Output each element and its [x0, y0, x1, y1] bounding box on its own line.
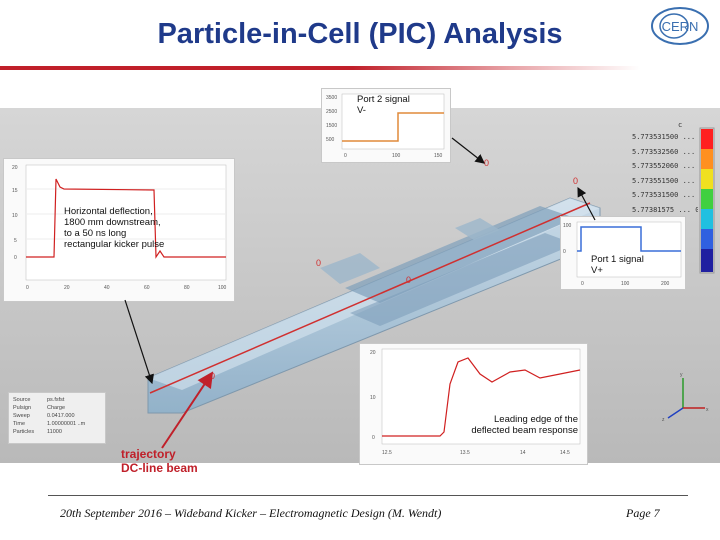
trajectory-label: trajectory DC-line beam [121, 447, 198, 475]
svg-text:100: 100 [621, 281, 630, 287]
slide-title: Particle-in-Cell (PIC) Analysis [157, 18, 563, 50]
svg-text:0: 0 [563, 249, 566, 255]
svg-text:14: 14 [520, 450, 526, 456]
port2-trace [342, 112, 444, 142]
leading-edge-plot: 20 10 0 12.5 13.5 14 14.5 [359, 343, 588, 465]
svg-text:0: 0 [344, 153, 347, 159]
deflection-plot: 20 15 10 5 0 0 20 40 60 80 100 [3, 158, 235, 302]
svg-text:5: 5 [14, 238, 17, 244]
svg-text:13.5: 13.5 [460, 450, 470, 456]
svg-text:20: 20 [12, 165, 18, 171]
svg-text:80: 80 [184, 285, 190, 291]
legend-row: 5.773552060 ... 0.1 [632, 162, 698, 170]
info-row: Source ps.fsfst [13, 397, 65, 403]
port1-signal-plot: 100 0 0 100 200 [560, 216, 686, 290]
svg-text:200: 200 [661, 281, 670, 287]
logo-text: CERN [662, 19, 699, 34]
info-row: Particles 11000 [13, 429, 62, 435]
port1-arrow [577, 186, 596, 221]
port2-signal-plot: 3500 2500 1500 500 0 100 150 [321, 88, 451, 163]
legend-row: 5.773551500 ... 0.1 [632, 176, 698, 185]
kicker-structure [147, 197, 601, 414]
deflection-label: Horizontal deflection, 1800 mm downstrea… [64, 206, 165, 250]
svg-text:100: 100 [218, 285, 227, 291]
footer-rule [48, 495, 688, 496]
color-scale-frame [699, 127, 715, 274]
svg-text:10: 10 [12, 213, 18, 219]
port-marker-left: 0 [316, 258, 321, 268]
svg-text:150: 150 [434, 153, 443, 159]
svg-text:1500: 1500 [326, 123, 337, 129]
svg-text:20: 20 [370, 350, 376, 356]
leading-edge-trace [382, 357, 581, 437]
svg-text:100: 100 [563, 223, 572, 229]
svg-text:0: 0 [372, 435, 375, 441]
legend-row: 5.773531500 ... 0.1 [632, 133, 698, 141]
port1-label: Port 1 signal V+ [591, 254, 644, 276]
svg-text:z: z [662, 417, 665, 423]
legend-header: c [678, 121, 683, 129]
legend-row: 5.773532560 ... 0.1 [632, 147, 698, 156]
info-panel: Source ps.fsfst Pulsign Charge Sweep 0.0417… [8, 392, 106, 444]
svg-text:3500: 3500 [326, 95, 337, 101]
color-scale [701, 129, 713, 272]
svg-text:10: 10 [370, 395, 376, 401]
deflection-arrow [124, 299, 154, 385]
legend-rows: 5.773531500 ... 0.1 5.773532560 ... 0.1 … [632, 130, 698, 217]
port-marker-top-1: 0 [484, 158, 489, 168]
deflection-trace [26, 178, 226, 259]
cern-logo: CERN [648, 6, 712, 46]
axes-triad: y x z [662, 372, 709, 423]
title-underline [0, 66, 640, 70]
svg-text:12.5: 12.5 [382, 450, 392, 456]
footer-citation: 20th September 2016 – Wideband Kicker – … [60, 506, 442, 520]
svg-text:0: 0 [14, 255, 17, 261]
svg-text:100: 100 [392, 153, 401, 159]
svg-text:14.5: 14.5 [560, 450, 570, 456]
svg-text:15: 15 [12, 188, 18, 194]
legend-row: 5.77381575 ... 0.1 [632, 205, 698, 214]
trajectory-arrow [161, 371, 214, 449]
leading-edge-label: Leading edge of the deflected beam respo… [471, 414, 578, 436]
port-marker-bottom: 0 [406, 275, 411, 285]
page-number: Page 7 [626, 506, 660, 520]
port1-trace [577, 226, 681, 252]
port2-label: Port 2 signal V- [357, 94, 410, 116]
port-marker-top-2: 0 [573, 176, 578, 186]
svg-text:500: 500 [326, 137, 335, 143]
svg-text:60: 60 [144, 285, 150, 291]
svg-text:0: 0 [26, 285, 29, 291]
info-row: Time 1.00000001 ..m [13, 421, 86, 427]
port2-arrow [451, 137, 485, 164]
svg-text:0: 0 [581, 281, 584, 287]
svg-text:40: 40 [104, 285, 110, 291]
legend-row: 5.773531500 ... 0.1 [632, 191, 698, 199]
svg-text:x: x [706, 407, 709, 413]
beam-trajectory-line [149, 202, 591, 394]
svg-text:y: y [680, 372, 683, 378]
svg-text:20: 20 [64, 285, 70, 291]
info-row: Pulsign Charge [13, 405, 66, 411]
svg-text:2500: 2500 [326, 109, 337, 115]
info-row: Sweep 0.0417.000 [13, 413, 75, 419]
